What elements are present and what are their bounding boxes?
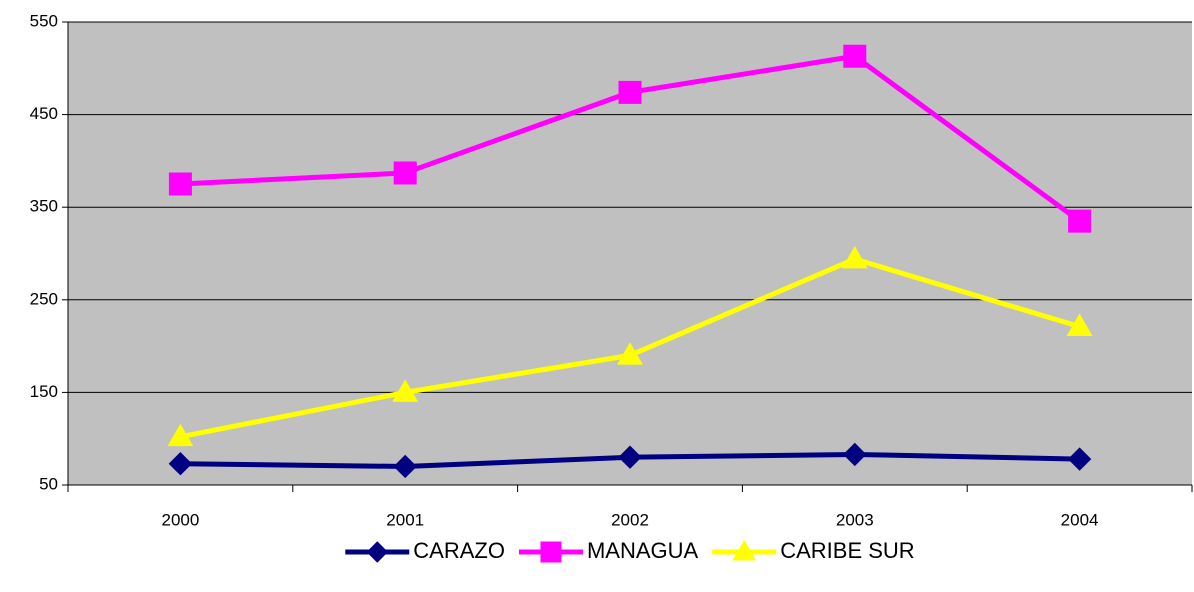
legend-label: MANAGUA bbox=[587, 538, 699, 563]
y-tick-label: 250 bbox=[30, 289, 58, 308]
legend-item: CARIBE SUR bbox=[712, 538, 915, 563]
marker bbox=[1067, 447, 1092, 471]
x-tick-label: 2001 bbox=[386, 510, 424, 529]
x-tick-label: 2003 bbox=[836, 510, 874, 529]
marker bbox=[392, 379, 419, 402]
marker bbox=[841, 245, 868, 269]
marker bbox=[1066, 313, 1093, 336]
y-tick-label: 550 bbox=[30, 11, 58, 30]
x-tick-label: 2000 bbox=[161, 510, 199, 529]
marker bbox=[617, 342, 643, 365]
marker bbox=[843, 44, 867, 68]
marker bbox=[393, 161, 417, 185]
marker bbox=[618, 445, 642, 469]
plot-area: 50 150 250 350 450 550 2000 2001 2002 2003 2004 bbox=[30, 11, 1193, 529]
marker bbox=[732, 540, 757, 561]
legend-label: CARIBE SUR bbox=[780, 538, 914, 563]
marker bbox=[168, 451, 193, 476]
marker bbox=[618, 80, 642, 104]
marker bbox=[168, 172, 192, 196]
y-tick-label: 450 bbox=[30, 104, 58, 123]
marker bbox=[167, 423, 194, 447]
marker bbox=[366, 541, 388, 563]
marker bbox=[1068, 209, 1092, 233]
y-tick-label: 150 bbox=[30, 382, 58, 401]
legend-item: MANAGUA bbox=[518, 538, 699, 563]
y-tick-label: 350 bbox=[30, 197, 58, 216]
x-tick-label: 2004 bbox=[1061, 510, 1099, 529]
x-tick-label: 2002 bbox=[611, 510, 649, 529]
y-tick-label: 50 bbox=[39, 474, 58, 493]
marker bbox=[393, 454, 417, 479]
legend-item: CARAZO bbox=[345, 538, 505, 563]
legend: CARAZO MANAGUA CARIBE SUR bbox=[345, 538, 915, 563]
marker bbox=[540, 541, 562, 563]
legend-label: CARAZO bbox=[413, 538, 505, 563]
marker bbox=[843, 442, 867, 467]
